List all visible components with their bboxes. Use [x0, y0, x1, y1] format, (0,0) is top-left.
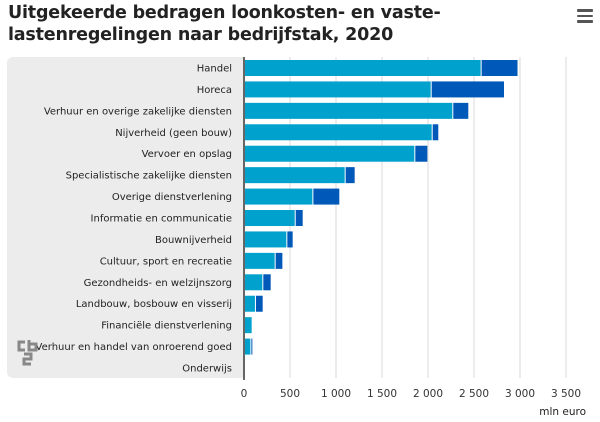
- bar-series1: [244, 102, 453, 119]
- hamburger-icon[interactable]: [577, 9, 593, 23]
- bar-series1: [244, 60, 481, 76]
- bar-series2: [481, 60, 518, 76]
- bar-series1: [244, 231, 287, 248]
- bar-series1: [244, 295, 255, 312]
- bar-series1: [244, 81, 431, 98]
- category-label: Vervoer en opslag: [142, 149, 232, 160]
- bar-series2: [345, 167, 355, 184]
- x-tick-label: 1 000: [321, 388, 351, 400]
- category-label: Nijverheid (geen bouw): [115, 128, 232, 139]
- bar-series2: [263, 274, 271, 291]
- x-tick-label: 1 500: [367, 388, 397, 400]
- x-tick-label: 2 500: [459, 388, 489, 400]
- bar-series2: [251, 338, 253, 355]
- category-label: Informatie en communicatie: [91, 214, 232, 225]
- category-label: Horeca: [197, 85, 232, 96]
- category-label: Landbouw, bosbouw en visserij: [76, 299, 232, 310]
- x-tick-label: 0: [241, 388, 248, 400]
- bar-series1: [244, 188, 313, 205]
- bar-series2: [287, 231, 293, 248]
- chart-title: Uitgekeerde bedragen loonkosten- en vast…: [8, 3, 441, 45]
- bar-series2: [432, 124, 439, 141]
- bar-series2: [255, 295, 263, 312]
- category-label: Handel: [197, 64, 232, 75]
- bar-series1: [244, 317, 252, 334]
- bar-series2: [295, 210, 303, 227]
- bar-series2: [453, 102, 469, 119]
- bar-series1: [244, 167, 345, 184]
- category-panel: [7, 57, 244, 378]
- x-tick-label: 2 000: [413, 388, 443, 400]
- bar-series1: [244, 124, 432, 141]
- category-label: Cultuur, sport en recreatie: [100, 256, 232, 267]
- cbs-logo-icon: [17, 340, 38, 366]
- x-tick-label: 500: [280, 388, 300, 400]
- bar-series2: [275, 252, 283, 269]
- bar-series1: [244, 252, 275, 269]
- bar-series2: [415, 145, 428, 162]
- category-label: Gezondheids- en welzijnszorg: [84, 278, 232, 289]
- category-label: Verhuur en handel van onroerend goed: [36, 342, 232, 353]
- bar-series2: [313, 188, 340, 205]
- category-label: Onderwijs: [182, 364, 232, 375]
- category-label: Verhuur en overige zakelijke diensten: [44, 106, 232, 117]
- bar-series2: [431, 81, 504, 98]
- bar-series1: [244, 210, 295, 227]
- category-label: Financiële dienstverlening: [101, 321, 232, 332]
- category-label: Specialistische zakelijke diensten: [66, 171, 232, 182]
- category-label: Bouwnijverheid: [155, 235, 232, 246]
- x-tick-label: 3 000: [505, 388, 535, 400]
- category-label: Overige dienstverlening: [112, 192, 232, 203]
- x-tick-label: 3 500: [551, 388, 581, 400]
- bar-series1: [244, 145, 415, 162]
- bar-series1: [244, 338, 251, 355]
- bar-series1: [244, 274, 263, 291]
- x-axis-label: mln euro: [539, 406, 586, 418]
